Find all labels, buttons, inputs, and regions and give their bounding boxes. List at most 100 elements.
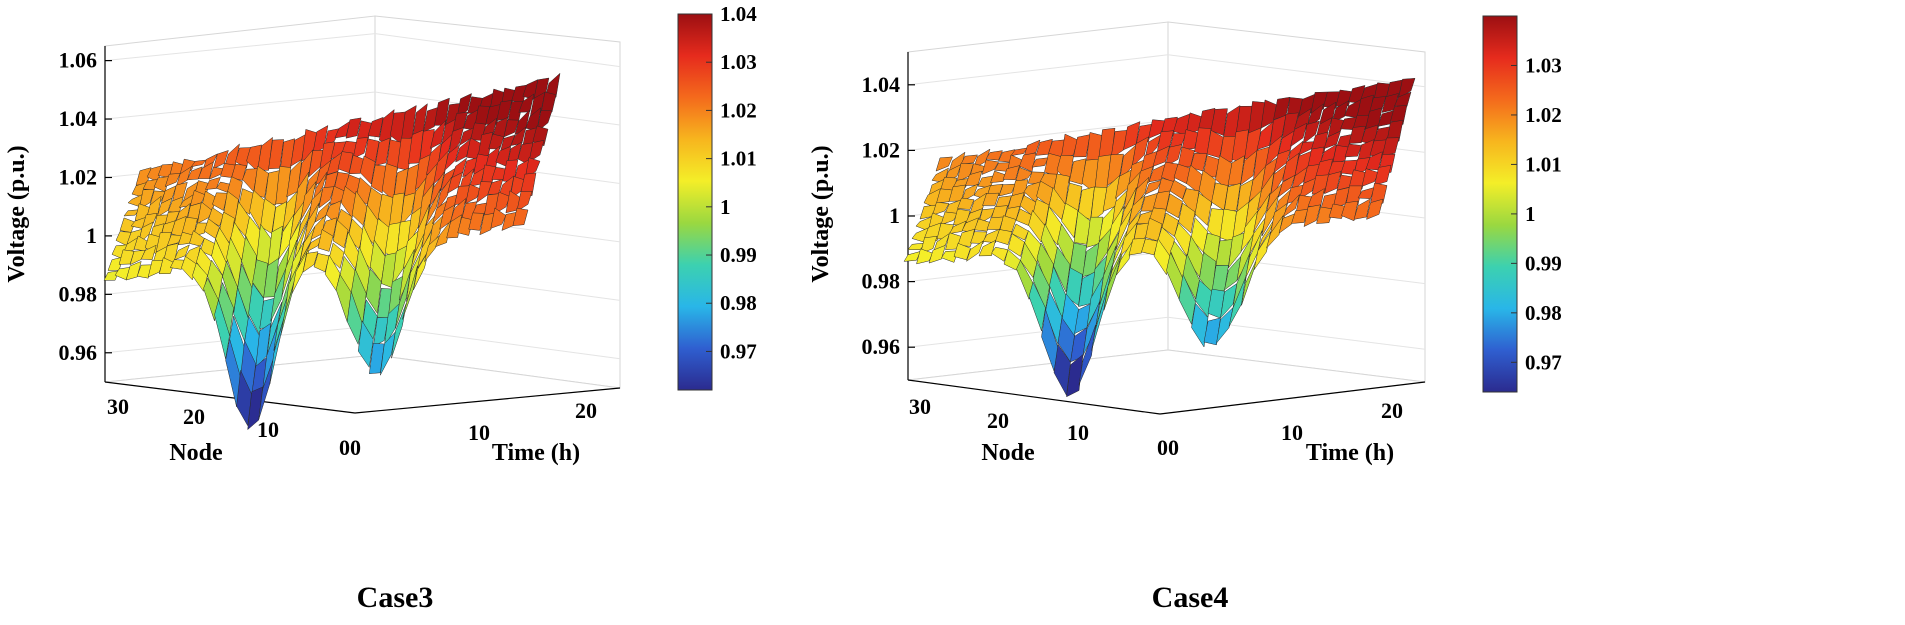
surface-facet [1232, 253, 1250, 308]
surface-facet [374, 137, 391, 167]
surface-facet [1061, 202, 1079, 239]
surface-facet [960, 154, 978, 165]
surface-facet [444, 144, 461, 172]
surface-facet [149, 190, 166, 206]
surface-facet [212, 192, 228, 211]
surface-facet [136, 264, 153, 279]
surface-facet [370, 164, 387, 194]
surface-facet [932, 202, 950, 216]
surface-facet [966, 240, 984, 262]
panel-caption: Case3 [357, 581, 434, 614]
surface-facet [296, 204, 313, 242]
surface-facet [949, 220, 967, 234]
surface-facet [1178, 273, 1196, 326]
z-gridline [907, 316, 1426, 350]
surface-facet [1361, 168, 1379, 187]
surface-facet [270, 268, 287, 322]
surface-facet [1091, 286, 1109, 351]
surface-facet [1302, 120, 1320, 145]
surface-facet [990, 170, 1008, 183]
surface-facet [982, 228, 1000, 243]
surface-facet [1060, 133, 1078, 160]
surface-facet [173, 244, 190, 261]
surface-facet [1132, 176, 1150, 211]
surface-facet [395, 271, 411, 329]
voltage-axis-label: Voltage (p.u.) [4, 145, 30, 282]
surface-facet [1198, 169, 1216, 207]
surface-facet [1140, 151, 1158, 176]
colorbar-tick-label: 1.01 [720, 147, 757, 171]
surface-facet [1290, 122, 1308, 148]
surface-facet [1249, 216, 1267, 255]
surface-facet [175, 166, 192, 188]
surface-facet [1220, 282, 1238, 319]
surface-facet [1349, 169, 1367, 190]
colorbar-tick-label: 1 [1525, 202, 1536, 226]
surface-facet [313, 253, 330, 273]
colorbar-tick-label: 0.97 [1525, 350, 1562, 374]
surface-facet [1316, 206, 1334, 224]
surface-facet [953, 242, 971, 261]
surface-facet [1131, 136, 1149, 169]
node-axis-label: Node [169, 440, 223, 466]
surface-facet [932, 232, 950, 254]
node-axis-line [907, 379, 1161, 415]
surface-facet [306, 235, 323, 253]
surface-facet [981, 159, 999, 175]
surface-facet [156, 197, 173, 218]
surface-facet [192, 262, 208, 292]
panel-caption: Case4 [1152, 581, 1229, 614]
surface-facet [974, 218, 992, 232]
surface-facet [345, 117, 362, 139]
surface-facet [1203, 317, 1221, 346]
surface-facet [1219, 136, 1237, 163]
z-tick-label: 1.04 [862, 72, 901, 97]
surface-facet [435, 220, 451, 248]
surface-facet [1073, 210, 1091, 245]
surface-facet [1194, 192, 1212, 226]
surface-facet [247, 386, 264, 431]
surface-facet [536, 110, 553, 133]
colorbar-tick-label: 1.01 [1525, 152, 1562, 176]
node-tick-label: 10 [1067, 420, 1089, 445]
surface-facet [457, 217, 474, 236]
surface-facet [328, 242, 345, 269]
surface-facet [334, 120, 351, 139]
surface-facet [372, 317, 389, 348]
surface-facet [236, 369, 252, 427]
surface-facet [528, 139, 545, 163]
surface-facet [1153, 238, 1171, 276]
surface-facet [462, 157, 479, 178]
surface-facet [391, 302, 407, 359]
surface-facet [516, 191, 533, 212]
surface-facet [1165, 193, 1183, 219]
surface-facet [365, 268, 382, 315]
node-tick-label: 30 [909, 394, 931, 419]
surface-facet [1181, 129, 1199, 150]
colorbar-tick-label: 1.03 [1525, 53, 1562, 77]
surface-facet [1165, 144, 1183, 167]
surface-facet [540, 91, 557, 115]
surface-facet [903, 251, 921, 262]
z-tick-label: 1 [889, 203, 900, 228]
z-tick-label: 1.04 [59, 106, 98, 131]
surface-facet [991, 246, 1009, 262]
surface-facet [1370, 182, 1388, 204]
surface-facet [1191, 302, 1209, 348]
surface-facet [1195, 279, 1213, 318]
surface-facet [512, 207, 529, 226]
surface-facet [203, 277, 219, 322]
surface-facet [399, 192, 416, 228]
surface-facet [235, 147, 251, 169]
time-tick-label: 10 [1281, 420, 1303, 445]
surface-facet [1048, 186, 1066, 221]
surface-facet [982, 192, 1000, 206]
surface-facet [186, 166, 203, 181]
surface-facet [129, 250, 146, 266]
surface-facet [1182, 188, 1200, 218]
colorbar-tick-label: 1.03 [720, 50, 757, 74]
surface-facet [1348, 125, 1366, 144]
z-tick-label: 0.98 [59, 281, 98, 306]
surface-facet [1310, 91, 1328, 114]
